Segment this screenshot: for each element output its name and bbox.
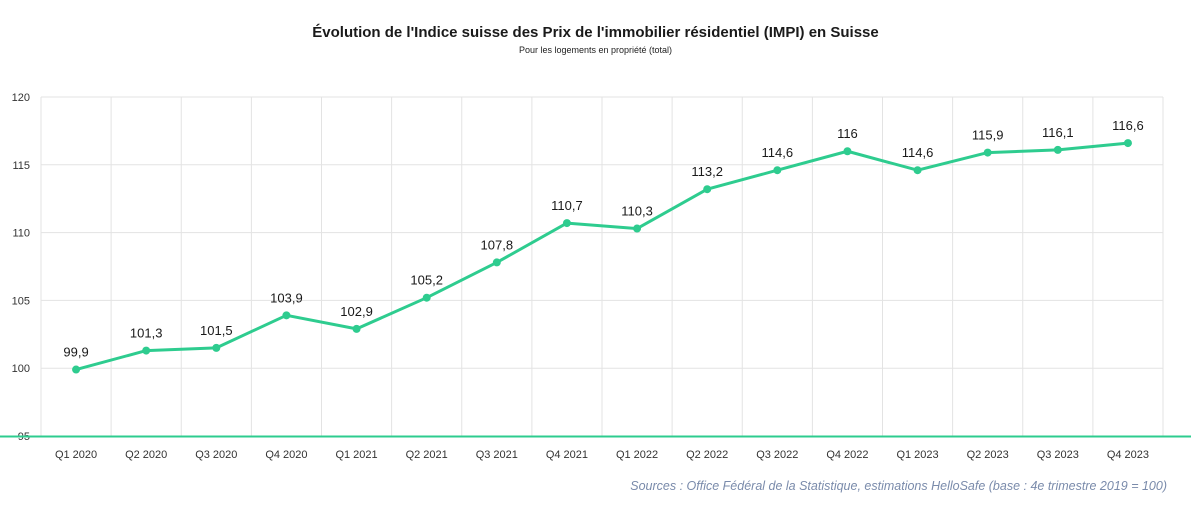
x-tick-label: Q2 2023 xyxy=(967,449,1009,461)
data-label: 116,1 xyxy=(1042,125,1074,140)
x-tick-label: Q1 2021 xyxy=(335,449,377,461)
data-point[interactable] xyxy=(1123,139,1132,148)
data-label: 107,8 xyxy=(481,237,514,252)
data-point[interactable] xyxy=(773,166,782,175)
x-tick-label: Q3 2020 xyxy=(195,449,237,461)
data-point[interactable] xyxy=(352,324,361,333)
data-label: 110,7 xyxy=(551,198,583,213)
data-label: 110,3 xyxy=(621,204,653,219)
data-point[interactable] xyxy=(422,293,431,302)
grid-layer xyxy=(40,96,1164,436)
x-tick-label: Q2 2021 xyxy=(406,449,448,461)
y-tick-label: 100 xyxy=(12,363,30,375)
chart-source-note: Sources : Office Fédéral de la Statistiq… xyxy=(630,479,1167,493)
y-tick-label: 105 xyxy=(12,295,30,307)
x-tick-label: Q3 2023 xyxy=(1037,449,1079,461)
data-label: 113,2 xyxy=(691,164,723,179)
data-label: 116,6 xyxy=(1112,118,1144,133)
data-label: 99,9 xyxy=(63,345,88,360)
x-tick-label: Q2 2022 xyxy=(686,449,728,461)
y-tick-label: 120 xyxy=(12,92,30,104)
data-point[interactable] xyxy=(562,219,571,228)
data-point[interactable] xyxy=(282,311,291,320)
x-tick-label: Q4 2021 xyxy=(546,449,588,461)
y-tick-label: 110 xyxy=(12,228,30,240)
data-point[interactable] xyxy=(212,343,221,352)
data-label: 105,2 xyxy=(410,273,443,288)
x-tick-label: Q4 2022 xyxy=(826,449,868,461)
data-point[interactable] xyxy=(633,224,642,233)
series-line-layer xyxy=(74,141,1130,372)
data-point[interactable] xyxy=(1053,145,1062,154)
data-label: 115,9 xyxy=(972,128,1004,143)
x-tick-label: Q3 2021 xyxy=(476,449,518,461)
data-point[interactable] xyxy=(142,346,151,355)
data-label: 101,5 xyxy=(200,323,233,338)
data-point[interactable] xyxy=(913,166,922,175)
data-label: 101,3 xyxy=(130,326,163,341)
y-axis-ticks: 95100105110115120 xyxy=(12,92,30,443)
x-tick-label: Q2 2020 xyxy=(125,449,167,461)
data-labels: 99,9 101,3 101,5 103,9 102,9 105,2 107,8 110,7 1… xyxy=(63,118,1143,359)
data-label: 102,9 xyxy=(340,304,373,319)
data-point[interactable] xyxy=(843,147,852,156)
series-line-impi xyxy=(74,141,1130,372)
x-tick-label: Q1 2022 xyxy=(616,449,658,461)
data-point[interactable] xyxy=(983,148,992,157)
data-label: 114,6 xyxy=(762,145,794,160)
data-point[interactable] xyxy=(703,185,712,194)
data-label: 103,9 xyxy=(270,290,303,305)
x-tick-label: Q3 2022 xyxy=(756,449,798,461)
y-tick-label: 115 xyxy=(12,160,30,172)
x-tick-label: Q1 2020 xyxy=(55,449,97,461)
x-tick-label: Q4 2020 xyxy=(265,449,307,461)
chart-subtitle: Pour les logements en propriété (total) xyxy=(518,45,673,55)
x-tick-label: Q4 2023 xyxy=(1107,449,1149,461)
data-point[interactable] xyxy=(492,258,501,267)
data-label: 114,6 xyxy=(902,145,934,160)
chart-title: Évolution de l'Indice suisse des Prix de… xyxy=(312,24,879,41)
data-point[interactable] xyxy=(72,365,81,374)
x-axis-ticks: Q1 2020 Q2 2020 Q3 2020 Q4 2020 Q1 2021 Q2 20… xyxy=(55,449,1149,461)
data-points xyxy=(72,139,1132,374)
data-label: 116 xyxy=(837,126,858,141)
x-tick-label: Q1 2023 xyxy=(896,449,938,461)
